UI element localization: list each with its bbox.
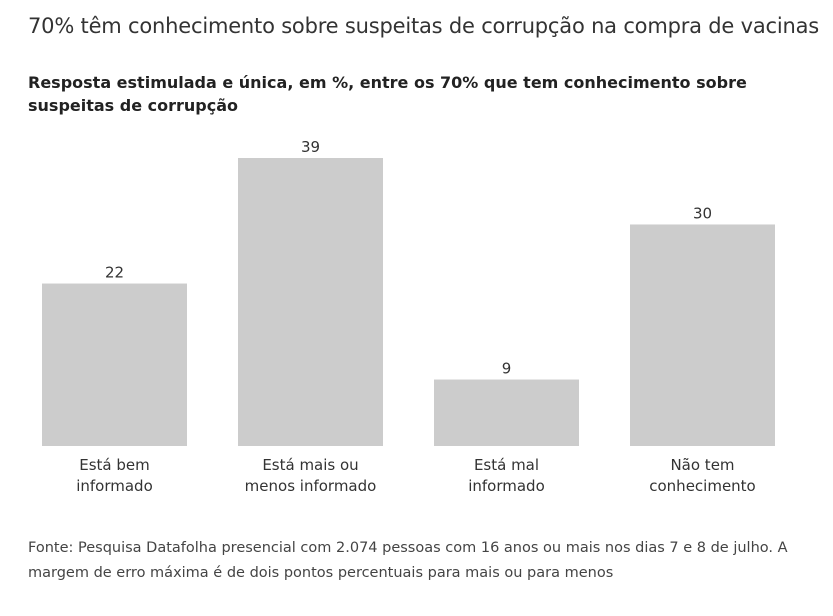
bar-value-label: 39	[301, 138, 320, 156]
bar	[238, 158, 383, 446]
chart-subtitle: Resposta estimulada e única, em %, entre…	[28, 73, 747, 115]
category-label: Está mal informado	[468, 456, 545, 495]
bar	[630, 224, 775, 446]
category-label: Está bem informado	[76, 456, 153, 495]
source-footnote: Fonte: Pesquisa Datafolha presencial com…	[28, 540, 788, 581]
bar-value-label: 9	[502, 360, 512, 378]
bar	[42, 283, 187, 446]
bar-value-label: 22	[105, 264, 124, 282]
bar	[434, 379, 579, 446]
category-label: Não tem conhecimento	[649, 456, 756, 495]
category-label: Está mais ou menos informado	[245, 456, 377, 495]
bar-value-label: 30	[693, 204, 712, 222]
chart-title: 70% têm conhecimento sobre suspeitas de …	[28, 14, 820, 38]
